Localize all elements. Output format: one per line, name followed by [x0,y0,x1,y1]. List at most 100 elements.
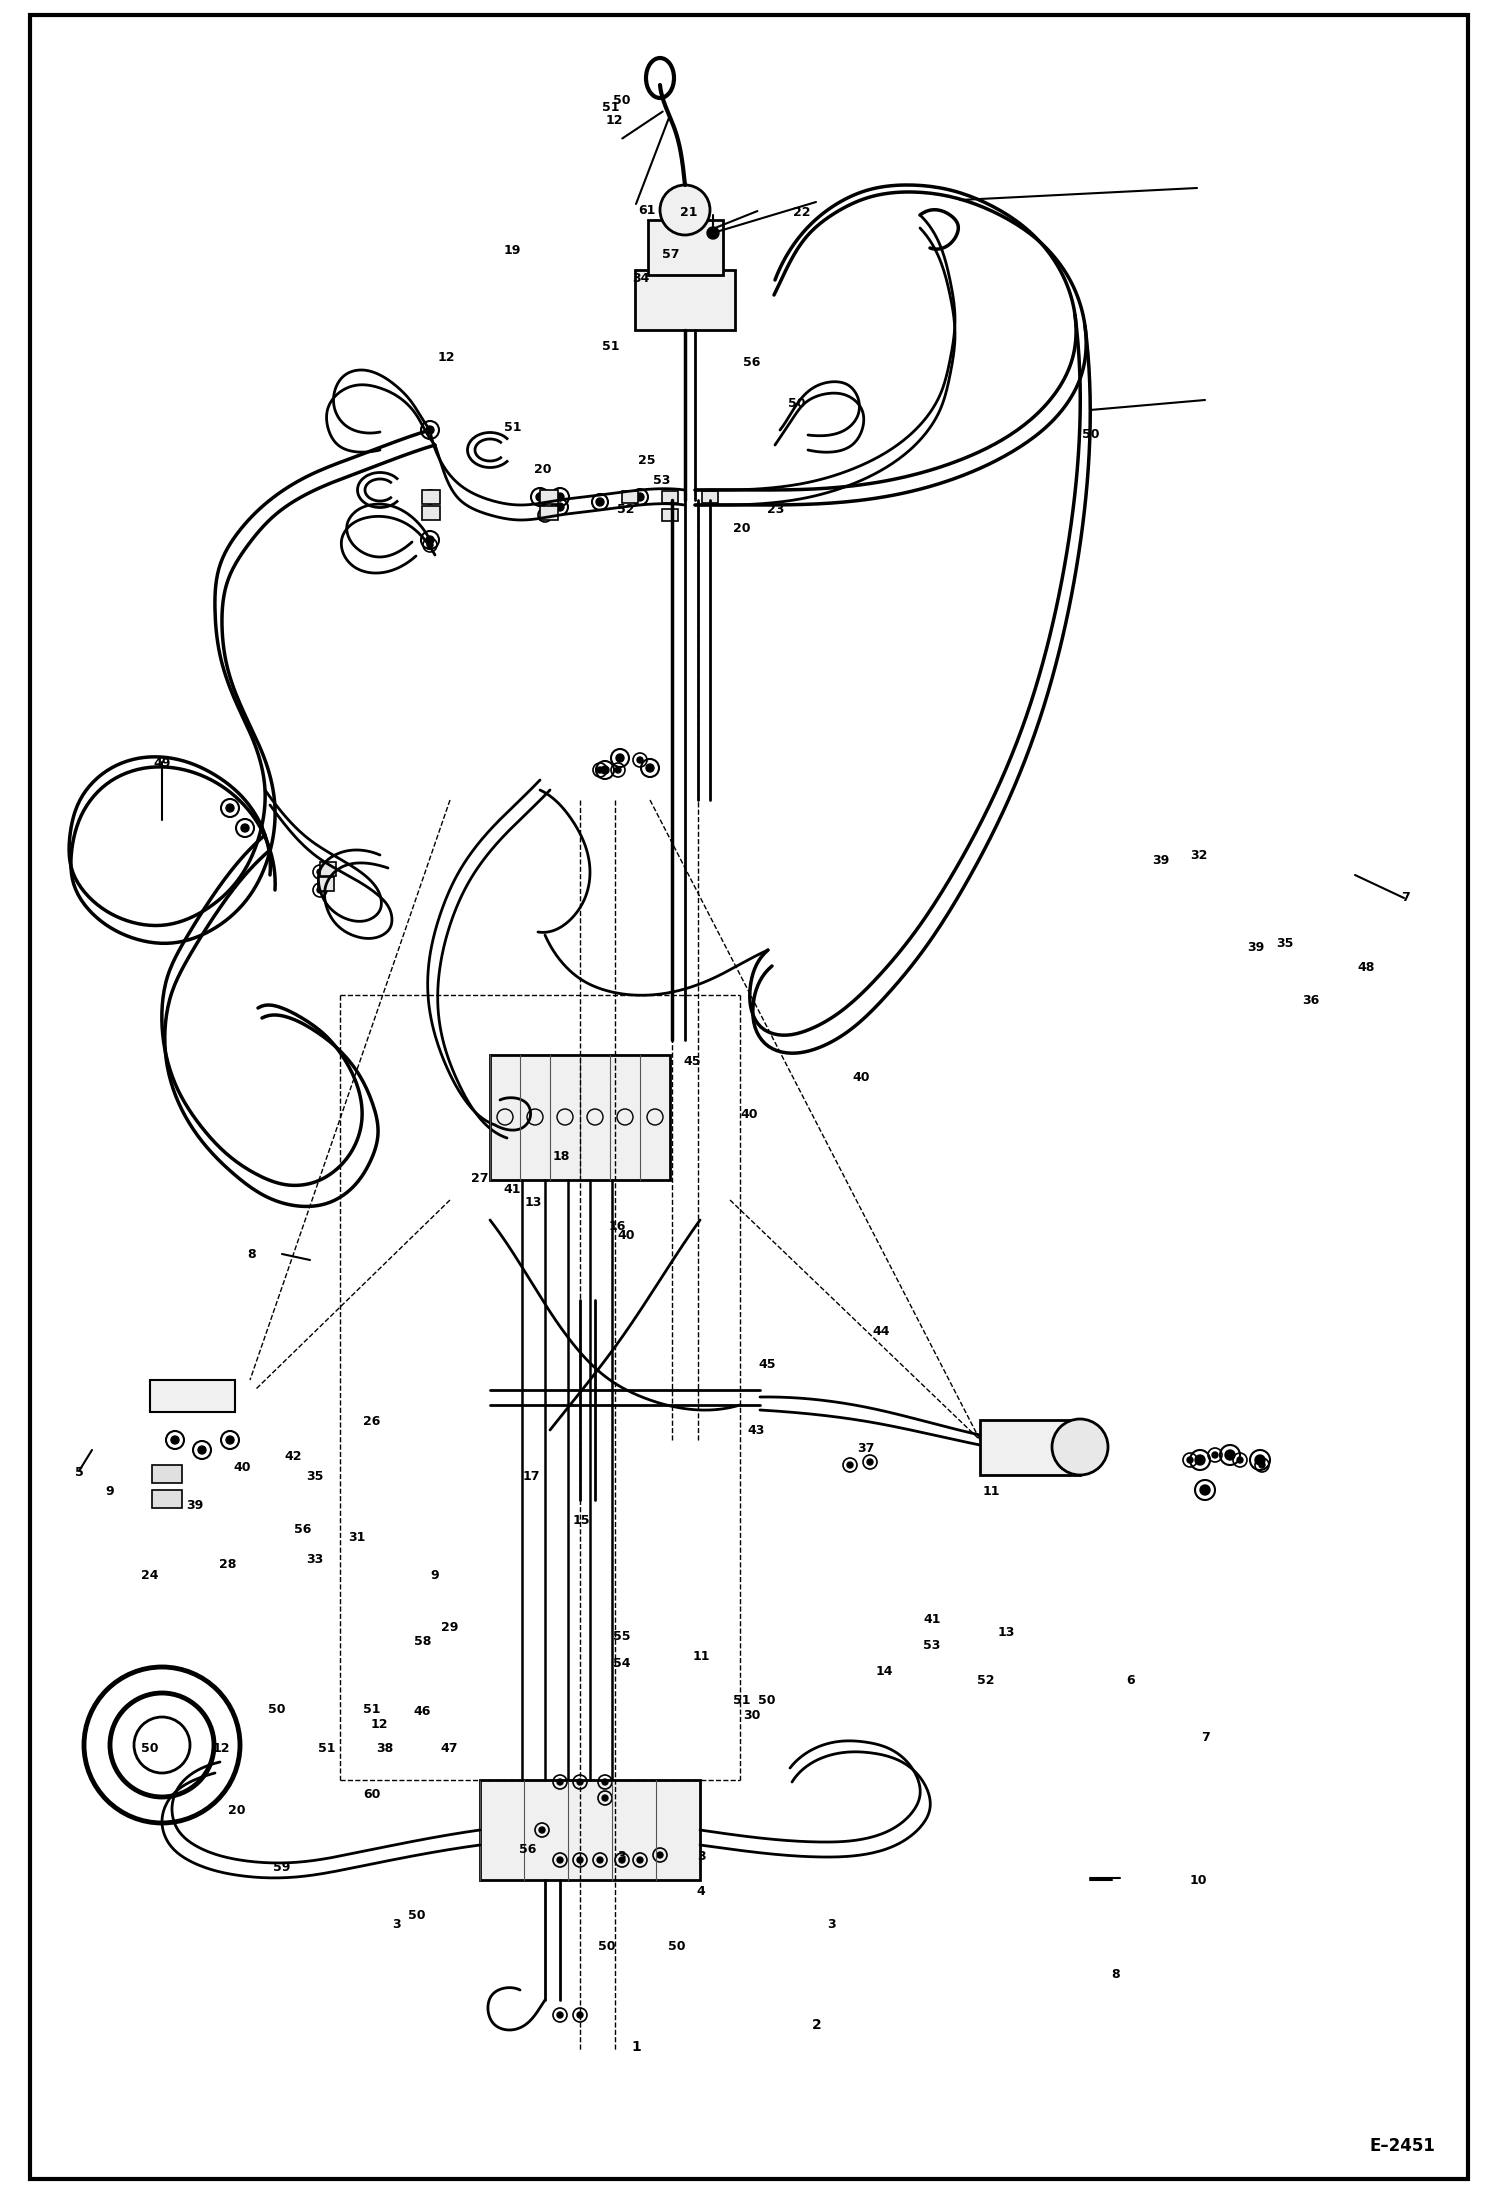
Text: 8: 8 [247,1248,256,1262]
Text: 50: 50 [1082,428,1100,441]
Text: 54: 54 [613,1656,631,1670]
Text: 57: 57 [662,248,680,261]
Text: 23: 23 [767,502,785,516]
Text: 45: 45 [683,1055,701,1068]
Text: 7: 7 [1201,1731,1210,1744]
Circle shape [427,542,433,548]
Circle shape [318,886,324,893]
Text: 40: 40 [617,1229,635,1242]
Text: 39: 39 [1152,853,1170,867]
Text: 20: 20 [533,463,551,476]
Circle shape [596,498,604,507]
Circle shape [602,1795,608,1801]
Circle shape [1225,1450,1234,1459]
Circle shape [425,426,434,434]
Bar [622,491,638,502]
Circle shape [556,494,565,500]
Text: 51: 51 [602,340,620,353]
Bar [422,489,440,505]
Circle shape [557,1779,563,1786]
Bar [422,507,440,520]
Text: 42: 42 [285,1450,303,1463]
Circle shape [1200,1485,1210,1494]
Text: 3: 3 [392,1918,401,1931]
Bar [150,1380,235,1413]
Circle shape [577,1856,583,1863]
Bar [321,862,336,875]
Text: 47: 47 [440,1742,458,1755]
Text: 27: 27 [470,1172,488,1185]
Text: 3: 3 [697,1850,706,1863]
Bar [980,1420,1080,1474]
Text: 12: 12 [605,114,623,127]
Text: 55: 55 [613,1630,631,1643]
Circle shape [637,757,643,764]
Text: 51: 51 [503,421,521,434]
Text: 44: 44 [872,1325,890,1338]
Circle shape [557,1856,563,1863]
Circle shape [867,1459,873,1466]
Bar [539,489,557,505]
Circle shape [1237,1457,1243,1463]
Text: 45: 45 [758,1358,776,1371]
Circle shape [1255,1455,1264,1466]
Text: 56: 56 [294,1523,312,1536]
Text: 18: 18 [553,1150,571,1163]
Text: 34: 34 [632,272,650,285]
Text: 7: 7 [1401,891,1410,904]
Circle shape [1258,1461,1264,1468]
Circle shape [577,1779,583,1786]
Text: 8: 8 [1112,1968,1121,1981]
Text: 43: 43 [748,1424,765,1437]
Bar [703,491,718,502]
Circle shape [536,494,544,500]
Circle shape [602,1779,608,1786]
Text: 56: 56 [518,1843,536,1856]
Circle shape [556,502,565,511]
Text: 31: 31 [348,1531,366,1545]
Text: 22: 22 [792,206,810,219]
Text: 59: 59 [273,1861,291,1874]
Circle shape [241,825,249,832]
Circle shape [577,2012,583,2018]
Text: 60: 60 [363,1788,380,1801]
Text: 24: 24 [141,1569,159,1582]
Text: 51: 51 [363,1703,380,1716]
Circle shape [542,494,548,500]
Text: 11: 11 [983,1485,1001,1499]
Circle shape [425,535,434,544]
Text: 50: 50 [758,1694,776,1707]
Text: 50: 50 [268,1703,286,1716]
Text: 50: 50 [598,1939,616,1953]
Text: 13: 13 [524,1196,542,1209]
Circle shape [601,766,610,774]
Circle shape [427,494,433,500]
Text: 58: 58 [413,1635,431,1648]
Text: 9: 9 [430,1569,439,1582]
Circle shape [226,1437,234,1444]
Text: 40: 40 [740,1108,758,1121]
Text: 35: 35 [1276,937,1294,950]
Bar [539,507,557,520]
Circle shape [542,511,548,518]
Text: 53: 53 [923,1639,941,1652]
Text: 51: 51 [318,1742,336,1755]
Text: 12: 12 [370,1718,388,1731]
Text: 38: 38 [376,1742,394,1755]
Text: 52: 52 [977,1674,995,1687]
Bar [318,878,334,891]
Circle shape [557,2012,563,2018]
Text: 46: 46 [413,1705,431,1718]
Circle shape [637,1856,643,1863]
Text: 33: 33 [306,1553,324,1567]
Text: 56: 56 [743,355,761,369]
Text: 26: 26 [363,1415,380,1428]
Circle shape [707,226,719,239]
Bar [649,219,724,274]
Text: 4: 4 [697,1885,706,1898]
Text: 20: 20 [228,1803,246,1817]
Text: 50: 50 [668,1939,686,1953]
Text: 41: 41 [923,1613,941,1626]
Text: 11: 11 [692,1650,710,1663]
Text: 25: 25 [638,454,656,467]
